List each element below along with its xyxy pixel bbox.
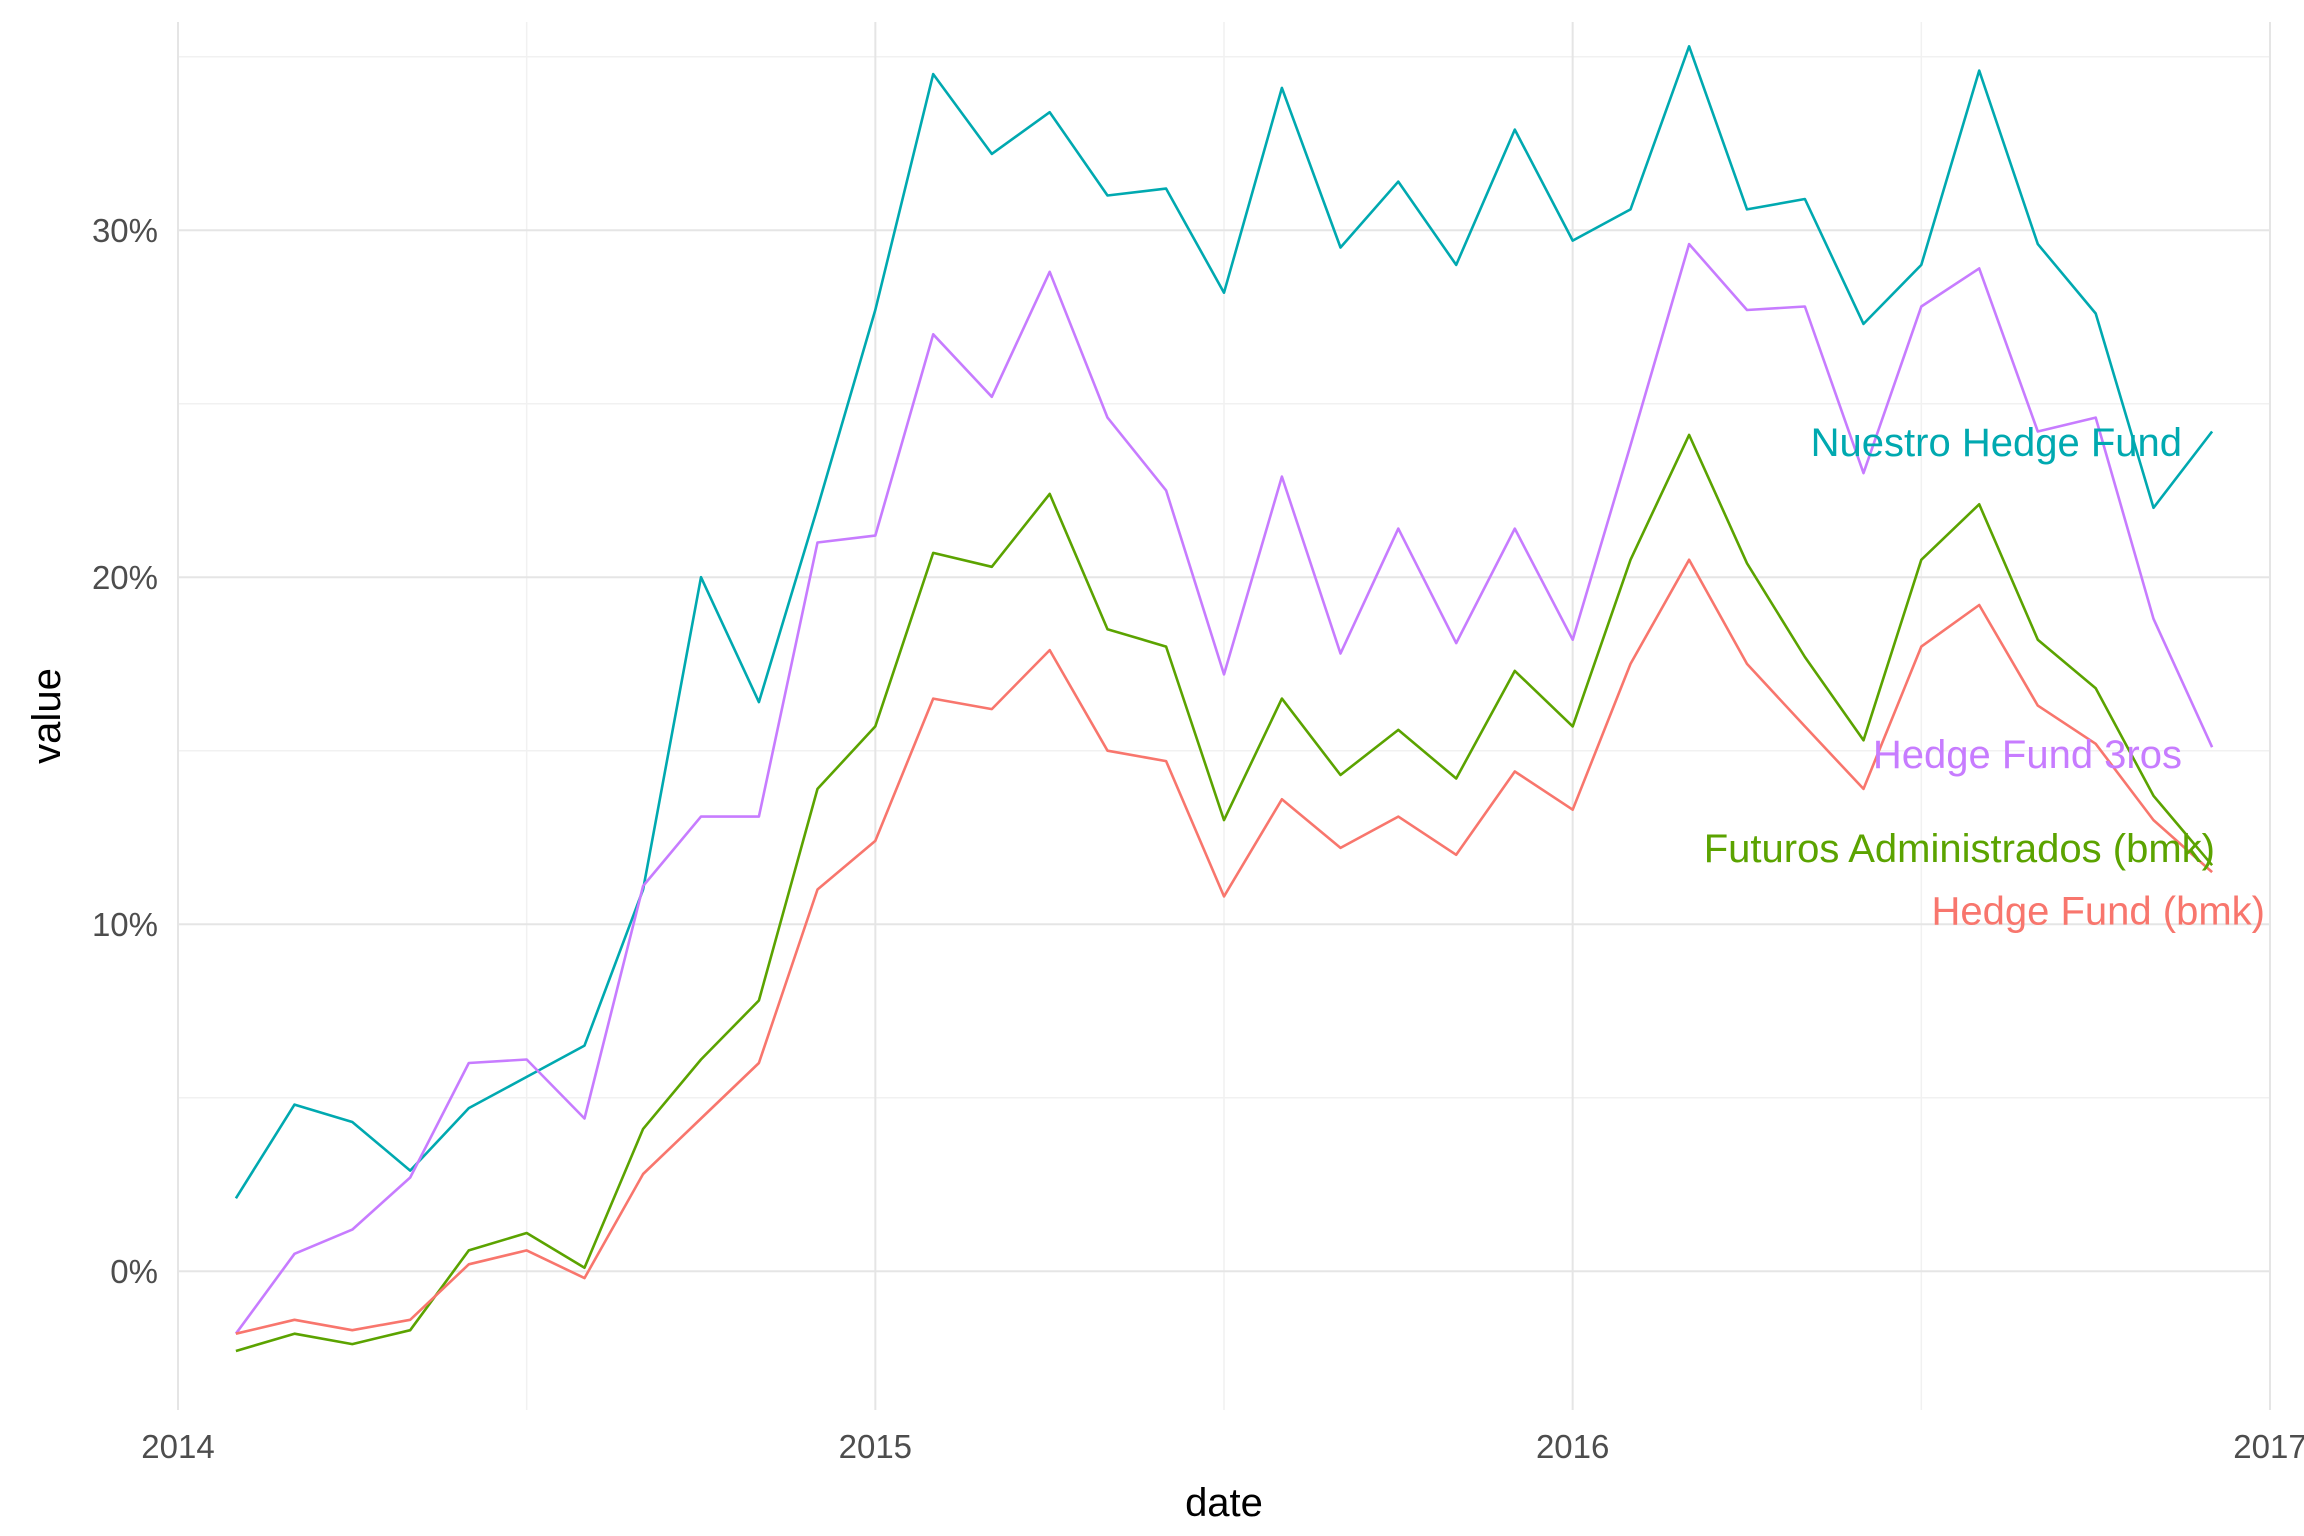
series-line-nuestro-hedge-fund [234, 44, 2214, 1199]
series-line-futuros-administrados-bmk [235, 433, 2214, 1353]
y-tick-label: 20% [92, 559, 158, 596]
y-tick-label: 10% [92, 906, 158, 943]
x-tick-label: 2017 [2233, 1428, 2304, 1465]
y-tick-label: 0% [110, 1253, 158, 1290]
series-label-hedge-fund-bmk: Hedge Fund (bmk) [1932, 889, 2265, 933]
series-label-hedge-fund-3ros: Hedge Fund 3ros [1873, 733, 2182, 777]
series-line-hedge-fund-bmk [235, 558, 2213, 1335]
major-gridlines [177, 22, 2271, 1410]
series-label-futuros-administrados-bmk: Futuros Administrados (bmk) [1704, 827, 2215, 871]
series-labels: Nuestro Hedge Fund Hedge Fund 3ros Futuros… [1704, 421, 2265, 933]
y-tick-labels: 0% 10% 20% 30% [92, 212, 158, 1290]
minor-gridlines [178, 22, 2270, 1410]
series-line-hedge-fund-3ros [234, 242, 2214, 1335]
y-tick-label: 30% [92, 212, 158, 249]
series-lines [234, 44, 2214, 1353]
x-tick-label: 2015 [839, 1428, 912, 1465]
x-tick-labels: 2014 2015 2016 2017 [141, 1428, 2304, 1465]
y-axis-title: value [25, 668, 69, 764]
x-tick-label: 2014 [141, 1428, 214, 1465]
x-axis-title: date [1185, 1481, 1263, 1525]
series-label-nuestro-hedge-fund: Nuestro Hedge Fund [1811, 421, 2182, 465]
x-tick-label: 2016 [1536, 1428, 1609, 1465]
